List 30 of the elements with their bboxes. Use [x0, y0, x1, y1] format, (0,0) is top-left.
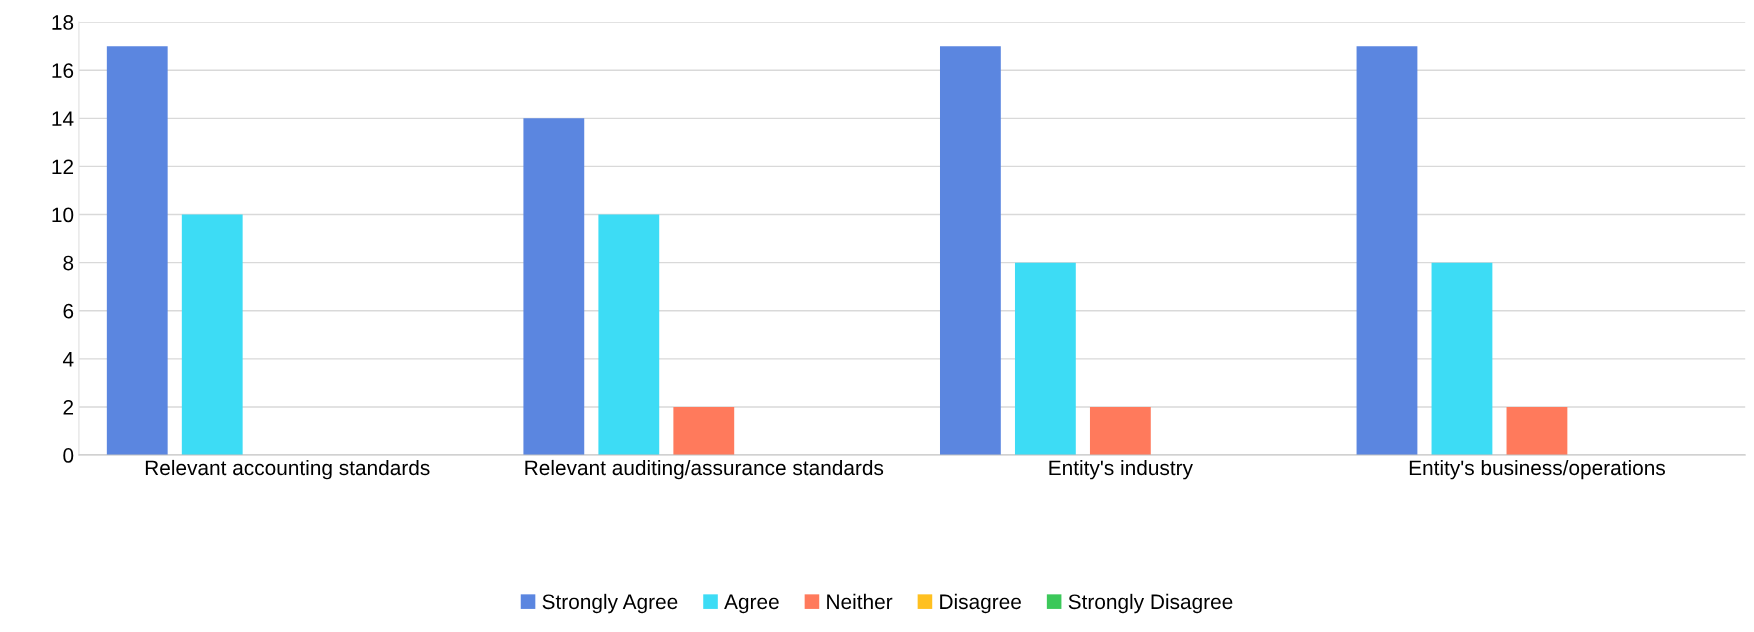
bar [1089, 406, 1151, 456]
y-tick-label: 10 [52, 207, 74, 223]
bar [1506, 406, 1568, 456]
y-tick-label: 16 [52, 63, 74, 78]
y-tick-label: 4 [62, 352, 74, 367]
bar [673, 406, 735, 456]
y-tick-label: 2 [63, 399, 74, 415]
bar [598, 214, 660, 456]
y-tick-label: 0 [63, 448, 74, 463]
y-tick-label: 8 [63, 255, 74, 271]
legend-label: Strongly Agree [542, 593, 678, 614]
bar [181, 214, 243, 456]
bar [939, 46, 1001, 456]
y-tick-label: 6 [63, 303, 74, 319]
x-tick-label: Entity's business/operations [1409, 459, 1665, 480]
y-tick-label: 18 [52, 15, 74, 30]
legend-label: Agree [724, 594, 779, 614]
bar [1431, 262, 1493, 456]
y-tick-label: 12 [52, 159, 74, 174]
x-tick-label: Entity's industry [1049, 459, 1193, 480]
legend-label: Neither [827, 593, 893, 610]
bar [1356, 46, 1418, 456]
x-tick-label: Relevant accounting standards [145, 459, 430, 480]
bar [1014, 262, 1076, 456]
legend-label: Strongly Disagree [1068, 593, 1233, 614]
legend-label: Disagree [940, 593, 1021, 614]
x-tick-label: Relevant auditing/assurance standards [525, 459, 884, 480]
y-tick-label: 14 [52, 111, 74, 126]
bar [523, 118, 585, 456]
bar [106, 46, 168, 456]
